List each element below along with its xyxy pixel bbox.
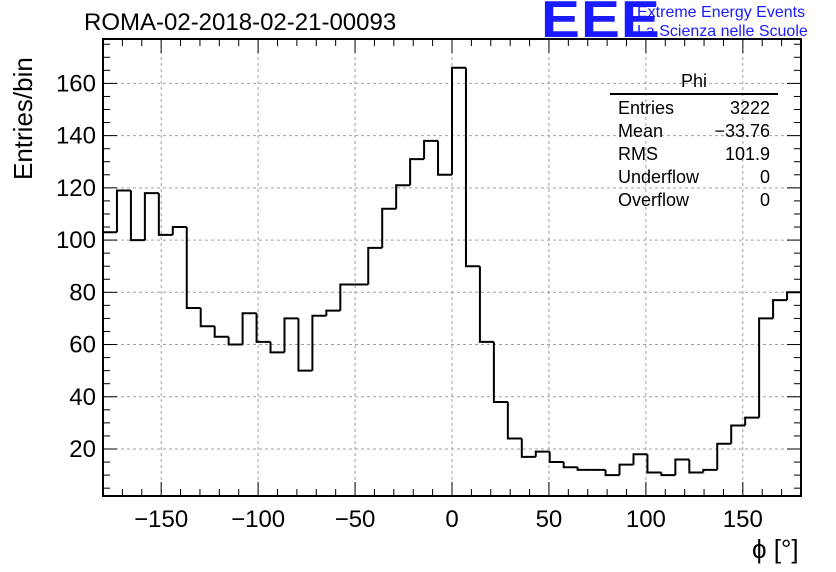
histogram-bin <box>395 184 411 209</box>
stats-row-mean: Mean −33.76 <box>610 120 778 143</box>
histogram-bin <box>185 227 201 309</box>
histogram-bin <box>492 341 508 403</box>
x-tick-label: −50 <box>335 506 376 533</box>
histogram-bin <box>478 266 494 343</box>
histogram-bin <box>241 312 257 345</box>
histogram-bin <box>129 190 145 242</box>
brand-text: Extreme Energy Events La Scienza nelle S… <box>637 3 808 41</box>
x-tick-label: −100 <box>231 506 285 533</box>
brand-line-2: La Scienza nelle Scuole <box>637 23 808 40</box>
stats-value: 0 <box>759 167 770 187</box>
histogram-bin <box>297 318 313 372</box>
histogram-bin <box>702 468 718 473</box>
histogram-bin <box>115 189 131 233</box>
y-tick-label: 60 <box>69 332 96 359</box>
stats-label: Overflow <box>618 190 690 210</box>
x-tick-label: 150 <box>723 506 763 533</box>
y-tick-label: 80 <box>69 279 96 306</box>
histogram-bin <box>283 317 299 353</box>
histogram-bin <box>255 313 271 343</box>
histogram-bin <box>618 463 634 476</box>
stats-label: Entries <box>618 98 675 118</box>
stats-label: Underflow <box>618 167 700 187</box>
histogram-bin <box>199 307 215 328</box>
histogram-bin <box>367 246 383 285</box>
y-tick-label: 120 <box>56 175 96 202</box>
histogram-bin <box>171 226 187 235</box>
histogram-bin <box>409 158 425 186</box>
x-axis-label: ϕ [°] <box>752 534 799 564</box>
y-tick-label: 100 <box>56 227 96 254</box>
histogram-bin <box>688 459 704 474</box>
plot-title: ROMA-02-2018-02-21-00093 <box>84 9 397 36</box>
stats-value: 0 <box>759 190 770 210</box>
y-tick-label: 160 <box>56 70 96 97</box>
histogram-bin <box>339 283 355 311</box>
histogram-bin <box>520 438 536 458</box>
y-axis-label: Entries/bin <box>8 57 38 180</box>
histogram-bin <box>325 309 341 316</box>
x-tick-label: 50 <box>536 506 563 533</box>
histogram-bin <box>506 401 522 440</box>
stats-title: Phi <box>610 70 778 95</box>
y-tick-label: 20 <box>69 436 96 463</box>
stats-value: 3222 <box>729 98 770 118</box>
x-tick-label: 100 <box>626 506 666 533</box>
histogram-bin <box>143 192 159 241</box>
histogram-bin <box>102 231 117 496</box>
histogram-bin <box>381 207 397 248</box>
histogram-bin <box>646 454 662 474</box>
histogram-bin <box>758 317 774 418</box>
stats-row-underflow: Underflow 0 <box>610 166 778 189</box>
stats-label: Mean <box>618 121 664 141</box>
eee-logo: EEE <box>541 0 661 49</box>
histogram-bin <box>786 291 801 301</box>
histogram-bin <box>744 416 760 426</box>
histogram-bin <box>674 458 690 476</box>
stats-value: −33.76 <box>714 121 770 141</box>
histogram-bin <box>548 451 564 464</box>
y-tick-label: 140 <box>56 123 96 150</box>
histogram-bin <box>632 453 648 465</box>
histogram-bin <box>660 472 676 477</box>
axes: −150 −100 −50 0 50 100 150 20 40 60 80 100 120 140 160 <box>56 38 802 533</box>
y-tick-label: 40 <box>69 384 96 411</box>
histogram-bin <box>269 341 285 354</box>
histogram-bin <box>562 462 578 469</box>
histogram-bin <box>716 442 732 470</box>
stats-box: Phi Entries 3222 Mean −33.76 RMS 101.9 U… <box>610 70 778 212</box>
histogram-bin <box>437 140 452 176</box>
histogram-bin <box>772 299 788 319</box>
stats-label: RMS <box>618 144 658 164</box>
x-tick-label: 0 <box>445 506 458 533</box>
histogram-bin <box>451 66 466 175</box>
histogram-bin <box>604 469 620 477</box>
stats-row-overflow: Overflow 0 <box>610 189 778 212</box>
brand-line-1: Extreme Energy Events <box>637 4 806 21</box>
stats-row-rms: RMS 101.9 <box>610 143 778 166</box>
histogram-bin <box>311 314 327 371</box>
histogram-bin <box>423 139 439 160</box>
histogram-bin <box>157 193 173 236</box>
histogram-bin <box>576 467 592 471</box>
histogram-bin <box>227 336 243 346</box>
stats-row-entries: Entries 3222 <box>610 97 778 120</box>
histogram-bin <box>464 67 480 268</box>
histogram-bin <box>730 424 746 444</box>
histogram-bin <box>213 326 229 338</box>
stats-value: 101.9 <box>724 144 770 164</box>
x-tick-label: −150 <box>134 506 188 533</box>
histogram-bin <box>534 450 550 457</box>
